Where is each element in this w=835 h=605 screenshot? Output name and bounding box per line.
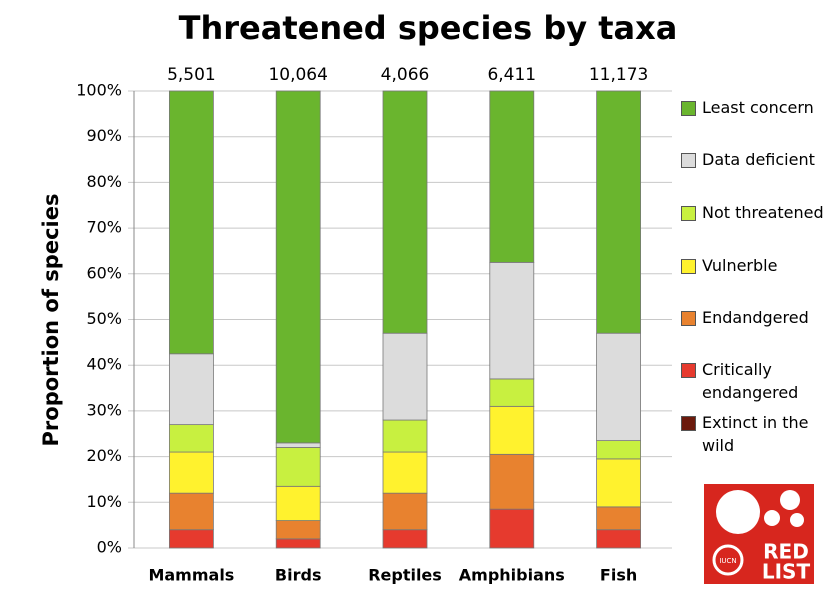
y-tick-label: 80% xyxy=(86,172,122,191)
y-tick-label: 50% xyxy=(86,309,122,328)
bar-segment xyxy=(275,90,321,444)
x-tick-label: Mammals xyxy=(148,566,234,585)
legend-label: Extinct in the wild xyxy=(702,413,809,455)
bar-segment xyxy=(596,332,641,442)
legend-item: Endandgered xyxy=(681,306,824,329)
legend-swatch xyxy=(681,311,696,326)
bar-segment xyxy=(382,451,428,494)
bar-segment xyxy=(596,90,641,334)
legend-item: Vulnerble xyxy=(681,254,824,277)
legend-swatch xyxy=(681,153,696,168)
y-tick-label: 100% xyxy=(76,81,122,100)
legend-swatch xyxy=(681,259,696,274)
bar-segment xyxy=(382,90,428,334)
logo-mark: IUCN xyxy=(719,557,736,565)
y-tick-label: 20% xyxy=(86,446,122,465)
bar-segment xyxy=(168,424,214,453)
total-label: 10,064 xyxy=(268,65,327,85)
legend-label: Critically endangered xyxy=(702,360,799,402)
bar-segment xyxy=(275,538,321,549)
total-label: 6,411 xyxy=(487,65,536,85)
x-tick-label: Reptiles xyxy=(368,566,442,585)
legend-label: Vulnerble xyxy=(702,256,778,275)
bar-segment xyxy=(489,405,535,455)
bar-segment xyxy=(382,332,428,421)
total-label: 5,501 xyxy=(167,65,216,85)
bar-segment xyxy=(275,520,321,540)
y-tick-label: 40% xyxy=(86,355,122,374)
legend-item: Critically endangered xyxy=(681,358,824,404)
y-axis-label: Proportion of species xyxy=(39,194,63,447)
y-tick-label: 70% xyxy=(86,218,122,237)
chart-title: Threatened species by taxa xyxy=(179,9,678,47)
legend-item: Least concern xyxy=(681,96,824,119)
bar-segment xyxy=(275,442,321,448)
y-tick-label: 0% xyxy=(97,538,122,557)
y-tick-label: 30% xyxy=(86,400,122,419)
legend-swatch xyxy=(681,101,696,116)
y-tick-label: 60% xyxy=(86,263,122,282)
bar-segment xyxy=(275,485,321,521)
y-tick-label: 90% xyxy=(86,126,122,145)
total-label: 4,066 xyxy=(381,65,430,85)
bar-segment xyxy=(168,90,214,355)
bar-segment xyxy=(382,492,428,531)
bar-segment xyxy=(489,90,535,263)
bar-segment xyxy=(489,508,535,549)
legend-item: Data deficient xyxy=(681,148,824,171)
bar-segment xyxy=(168,451,214,494)
logo: IUCN RED LIST xyxy=(704,484,814,584)
bar-segment xyxy=(489,261,535,380)
legend-item: Not threatened xyxy=(681,201,824,224)
bar-segment xyxy=(489,378,535,407)
x-tick-label: Amphibians xyxy=(459,566,565,585)
bar-segment xyxy=(596,440,641,460)
y-tick-label: 10% xyxy=(86,492,122,511)
bar-segment xyxy=(168,353,214,426)
legend-swatch xyxy=(681,363,696,378)
x-tick-label: Birds xyxy=(275,566,322,585)
logo-text: RED xyxy=(763,540,809,564)
logo-shape xyxy=(716,490,760,534)
bar-segment xyxy=(489,453,535,510)
legend-label: Data deficient xyxy=(702,150,815,169)
legend-swatch xyxy=(681,206,696,221)
bar-segment xyxy=(275,447,321,487)
logo-shape xyxy=(764,510,780,526)
logo-shape xyxy=(712,544,744,576)
legend-label: Least concern xyxy=(702,98,814,117)
bar-segment xyxy=(596,529,641,549)
legend-label: Not threatened xyxy=(702,203,824,222)
bar-segment xyxy=(596,458,641,508)
logo-shape xyxy=(790,513,804,527)
legend-swatch xyxy=(681,416,696,431)
bar-segment xyxy=(596,506,641,531)
total-label: 11,173 xyxy=(589,65,648,85)
logo-text: LIST xyxy=(762,560,811,584)
bar-segment xyxy=(382,419,428,453)
bar-segment xyxy=(168,529,214,549)
bar-segment xyxy=(168,492,214,531)
logo-shape xyxy=(780,490,800,510)
x-tick-label: Fish xyxy=(600,566,637,585)
legend-item: Extinct in the wild xyxy=(681,411,824,457)
bar-segment xyxy=(382,529,428,549)
legend-label: Endandgered xyxy=(702,308,809,327)
